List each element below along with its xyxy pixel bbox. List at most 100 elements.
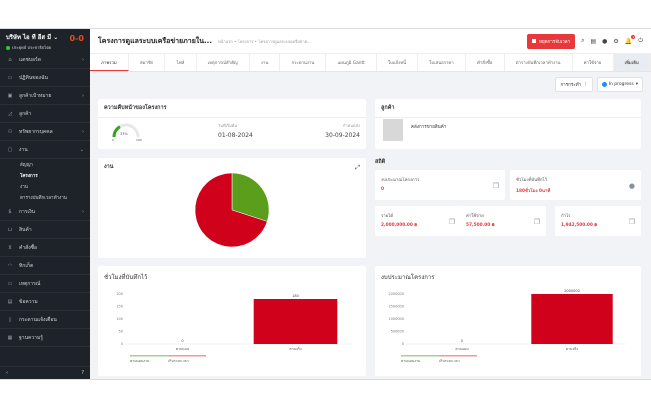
notes-icon[interactable]: ▤ — [590, 37, 597, 45]
sidebar-item[interactable]: ▤ ข้อความ — [0, 293, 90, 311]
sidebar-item[interactable]: ⊔ สินค้า — [0, 221, 90, 239]
sidebar-item[interactable]: ▣ ลูกค้าเป้าหมาย › — [0, 87, 90, 105]
stat-label: ค่าใช้จ่าย — [466, 214, 484, 219]
bar — [253, 299, 338, 344]
sidebar-item[interactable]: ⊻ คำสั่งซื้อ — [0, 239, 90, 257]
tab[interactable]: กระดานงาน — [280, 54, 327, 71]
bar-value-label: 0 — [181, 339, 183, 343]
company-switcher[interactable]: บริษัท ไอ ที อีส มี ⌄ ประยุทธ์ ประชาธิปไ… — [0, 29, 90, 51]
sidebar-item[interactable]: ▯ กระดานแจ้งเตือน — [0, 311, 90, 329]
start-date-label: วันที่เริ่มต้น — [218, 123, 238, 128]
sidebar-subitem[interactable]: งาน — [20, 185, 28, 190]
clock-icon[interactable]: ● — [602, 37, 608, 45]
sidebar-subitem[interactable]: สัญญา — [20, 163, 33, 168]
collapse-sidebar-button[interactable]: ‹ — [6, 370, 8, 376]
tab[interactable]: แผนภูมิ Gantt — [326, 54, 377, 71]
tab[interactable]: ภาพรวม — [90, 54, 129, 71]
tab[interactable]: ใบเสนอราคา — [418, 54, 466, 71]
client-card: ลูกค้า คลังการขายสินค้า — [375, 99, 641, 149]
sidebar-item-label: แดชบอร์ด — [19, 56, 41, 63]
sidebar-subitem[interactable]: โครงการ — [20, 174, 38, 179]
tab[interactable]: ไฟล์ — [165, 54, 197, 71]
gear-icon[interactable]: ⚙ — [613, 37, 619, 45]
copy-icon: ❐ — [448, 218, 455, 226]
tab[interactable]: ค่าใช้จ่าย — [573, 54, 614, 71]
briefcase-icon: ▢ — [7, 146, 13, 153]
sidebar-item-label: ทรัพยากรบุคคล — [19, 128, 53, 135]
tab[interactable]: คำสั่งซื้อ — [466, 54, 505, 71]
y-tick-label: 1500000 — [388, 305, 404, 309]
user-name: ประยุทธ์ ประชาธิปไตย — [12, 45, 52, 50]
bell-icon[interactable]: 🔔 1 — [624, 34, 636, 45]
tab[interactable]: งาน — [250, 54, 281, 71]
stat-value: 57,500.00 ฿ — [466, 223, 495, 228]
legend-label[interactable]: เกินระยะเวลา — [168, 359, 189, 363]
help-icon[interactable]: ? — [81, 370, 84, 376]
client-name[interactable]: คลังการขายสินค้า — [411, 125, 447, 130]
people-icon: ⚇ — [7, 128, 13, 135]
copy-icon: ❐ — [628, 218, 635, 226]
basket-icon: ⊔ — [8, 226, 12, 233]
chevron-right-icon: › — [82, 208, 84, 215]
message-icon: ▤ — [7, 298, 13, 305]
y-tick-label: 0 — [402, 342, 404, 346]
status-dropdown[interactable]: In progress ▾ — [596, 77, 643, 92]
breadcrumb[interactable]: หน้าแรก • โครงการ • โครงการดูแลระบบเครือ… — [218, 38, 311, 44]
sidebar-item[interactable]: ⌂ แดชบอร์ด › — [0, 51, 90, 69]
budget-chart-card: งบประมาณโครงการ 0 500000 1000000 1500000 200… — [375, 266, 641, 376]
tab[interactable]: สมาชิก — [129, 54, 166, 71]
gauge-min: 0 — [112, 138, 114, 141]
sidebar-item[interactable]: ▭ ปฏิทินของฉัน — [0, 69, 90, 87]
legend-label[interactable]: ตามแผนงาน — [401, 359, 421, 363]
copy-icon: ❐ — [492, 182, 499, 190]
legend-swatch — [439, 355, 477, 357]
pie-slice-done — [231, 172, 270, 222]
online-status-icon — [6, 45, 10, 50]
calendar-icon: ▭ — [7, 74, 13, 81]
sidebar-item[interactable]: ◠ ทิกเก็ต — [0, 257, 90, 275]
y-tick-label: 150 — [116, 305, 123, 309]
sidebar-item-label: ลูกค้า — [19, 110, 32, 117]
gauge-fill — [112, 125, 121, 138]
tab[interactable]: ใบแจ้งหนี้ — [377, 54, 419, 71]
sidebar-item[interactable]: ▦ ฐานความรู้ — [0, 329, 90, 347]
budget-chart-title: งบประมาณโครงการ — [381, 274, 435, 281]
tab[interactable]: เหตุการณ์สำคัญ — [197, 54, 250, 71]
stat-value: 0 — [381, 187, 384, 192]
power-icon[interactable]: ⏻ — [638, 37, 643, 44]
search-icon[interactable]: ⌕ — [581, 37, 585, 44]
tasks-title: งาน — [104, 164, 114, 170]
sidebar-item[interactable]: $ การเงิน › — [0, 203, 90, 221]
x-tick-label: ตามจริง — [289, 347, 301, 351]
x-tick-label: ตามแผน — [176, 347, 190, 351]
legend-label[interactable]: ตามแผนงาน — [130, 359, 150, 363]
status-dot-icon — [601, 82, 607, 87]
stat-label: รายได้ — [381, 214, 394, 219]
y-tick-label: 500000 — [391, 330, 404, 334]
cart-icon: ⊻ — [8, 244, 12, 251]
legend-label[interactable]: เกินระยะเวลา — [439, 359, 460, 363]
sidebar-item[interactable]: ▭ เหตุการณ์ — [0, 275, 90, 293]
sidebar-item[interactable]: ▢ งาน ⌄ — [0, 141, 90, 159]
deadline-label: กำหนดส่ง — [342, 123, 360, 128]
dollar-icon: $ — [8, 208, 12, 215]
caret-down-icon: ▾ — [635, 82, 638, 87]
bar-value-label: 180 — [292, 294, 299, 298]
tab[interactable]: ตารางบันทึกเวลาทำงาน — [505, 54, 573, 71]
logo: 0-0 — [69, 34, 84, 43]
tasks-pie-chart — [194, 172, 270, 248]
progress-card: ความคืบหน้าของโครงการ 33% 0 100 วันที่เร… — [98, 99, 366, 149]
sidebar-subitem[interactable]: ตารางบันทึกเวลาทำงาน — [20, 196, 67, 201]
stop-timer-button[interactable]: หยุดการจับเวลา — [527, 33, 576, 49]
tab[interactable]: เพิ่มเติม — [613, 54, 651, 71]
chart-icon: ◿ — [8, 110, 12, 117]
progress-title: ความคืบหน้าของโครงการ — [98, 99, 366, 118]
actions-dropdown[interactable]: การกระทำ ⋮ — [555, 77, 593, 92]
expand-icon[interactable]: ⤢ — [355, 164, 360, 171]
stat-value: 2,000,000.00 ฿ — [381, 223, 418, 228]
sidebar-item-label: ฐานความรู้ — [19, 334, 43, 341]
sidebar-item-label: เหตุการณ์ — [19, 280, 41, 287]
sidebar-item[interactable]: ⚇ ทรัพยากรบุคคล › — [0, 123, 90, 141]
legend-swatch — [130, 355, 168, 357]
sidebar-item[interactable]: ◿ ลูกค้า — [0, 105, 90, 123]
